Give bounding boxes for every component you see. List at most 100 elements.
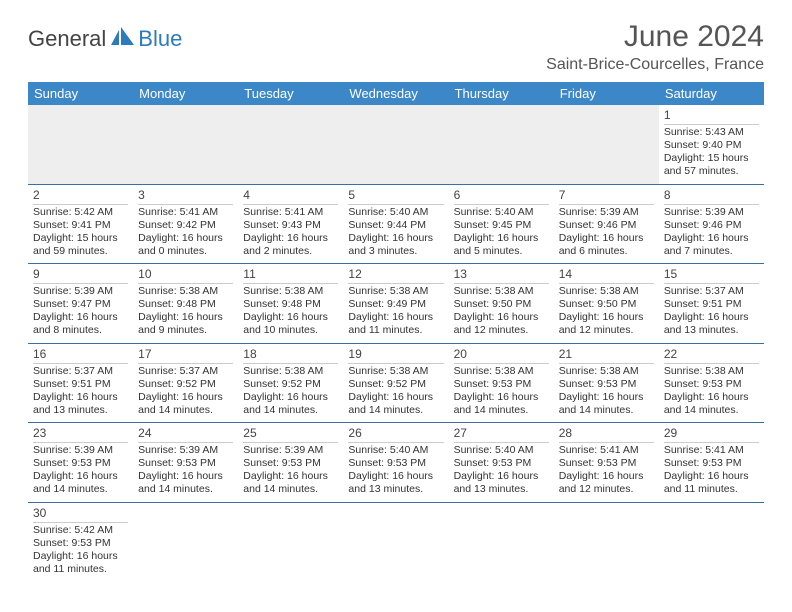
daylight-text: Daylight: 16 hours and 14 minutes. <box>348 391 443 417</box>
month-title: June 2024 <box>546 20 764 54</box>
day-number: 2 <box>33 188 128 205</box>
sunrise-text: Sunrise: 5:40 AM <box>348 206 443 219</box>
day-number: 19 <box>348 347 443 364</box>
daylight-text: Daylight: 15 hours and 59 minutes. <box>33 232 128 258</box>
daylight-text: Daylight: 16 hours and 14 minutes. <box>243 470 338 496</box>
daylight-text: Daylight: 16 hours and 7 minutes. <box>664 232 759 258</box>
sunrise-text: Sunrise: 5:39 AM <box>559 206 654 219</box>
logo: General Blue <box>28 26 182 52</box>
sunrise-text: Sunrise: 5:38 AM <box>243 285 338 298</box>
calendar-day-cell: 19Sunrise: 5:38 AMSunset: 9:52 PMDayligh… <box>343 343 448 423</box>
daylight-text: Daylight: 16 hours and 0 minutes. <box>138 232 233 258</box>
day-number: 7 <box>559 188 654 205</box>
calendar-day-cell: 28Sunrise: 5:41 AMSunset: 9:53 PMDayligh… <box>554 423 659 503</box>
calendar-day-cell <box>449 502 554 581</box>
sunset-text: Sunset: 9:53 PM <box>664 378 759 391</box>
sunrise-text: Sunrise: 5:37 AM <box>33 365 128 378</box>
sunrise-text: Sunrise: 5:40 AM <box>454 444 549 457</box>
daylight-text: Daylight: 16 hours and 11 minutes. <box>33 550 128 576</box>
calendar-week-row: 2Sunrise: 5:42 AMSunset: 9:41 PMDaylight… <box>28 184 764 264</box>
calendar-day-cell: 7Sunrise: 5:39 AMSunset: 9:46 PMDaylight… <box>554 184 659 264</box>
sunset-text: Sunset: 9:46 PM <box>664 219 759 232</box>
sunrise-text: Sunrise: 5:41 AM <box>664 444 759 457</box>
sunrise-text: Sunrise: 5:38 AM <box>454 285 549 298</box>
day-number: 21 <box>559 347 654 364</box>
calendar-day-cell: 3Sunrise: 5:41 AMSunset: 9:42 PMDaylight… <box>133 184 238 264</box>
sunset-text: Sunset: 9:53 PM <box>138 457 233 470</box>
title-block: June 2024 Saint-Brice-Courcelles, France <box>546 20 764 74</box>
sunset-text: Sunset: 9:48 PM <box>243 298 338 311</box>
calendar-week-row: 23Sunrise: 5:39 AMSunset: 9:53 PMDayligh… <box>28 423 764 503</box>
daylight-text: Daylight: 16 hours and 14 minutes. <box>138 470 233 496</box>
calendar-table: Sunday Monday Tuesday Wednesday Thursday… <box>28 82 764 581</box>
day-number: 8 <box>664 188 759 205</box>
calendar-day-cell: 29Sunrise: 5:41 AMSunset: 9:53 PMDayligh… <box>659 423 764 503</box>
calendar-day-cell <box>554 502 659 581</box>
sunset-text: Sunset: 9:53 PM <box>33 537 128 550</box>
calendar-week-row: 30Sunrise: 5:42 AMSunset: 9:53 PMDayligh… <box>28 502 764 581</box>
sunset-text: Sunset: 9:52 PM <box>243 378 338 391</box>
day-number: 29 <box>664 426 759 443</box>
daylight-text: Daylight: 16 hours and 9 minutes. <box>138 311 233 337</box>
calendar-week-row: 9Sunrise: 5:39 AMSunset: 9:47 PMDaylight… <box>28 264 764 344</box>
day-number: 25 <box>243 426 338 443</box>
sunset-text: Sunset: 9:53 PM <box>243 457 338 470</box>
day-number: 24 <box>138 426 233 443</box>
weekday-header-row: Sunday Monday Tuesday Wednesday Thursday… <box>28 82 764 105</box>
calendar-week-row: 1Sunrise: 5:43 AMSunset: 9:40 PMDaylight… <box>28 105 764 184</box>
sunrise-text: Sunrise: 5:37 AM <box>664 285 759 298</box>
daylight-text: Daylight: 16 hours and 11 minutes. <box>348 311 443 337</box>
sunset-text: Sunset: 9:52 PM <box>138 378 233 391</box>
daylight-text: Daylight: 16 hours and 13 minutes. <box>664 311 759 337</box>
day-number: 26 <box>348 426 443 443</box>
sunset-text: Sunset: 9:45 PM <box>454 219 549 232</box>
calendar-day-cell: 15Sunrise: 5:37 AMSunset: 9:51 PMDayligh… <box>659 264 764 344</box>
day-number: 9 <box>33 267 128 284</box>
calendar-week-row: 16Sunrise: 5:37 AMSunset: 9:51 PMDayligh… <box>28 343 764 423</box>
sunrise-text: Sunrise: 5:40 AM <box>348 444 443 457</box>
sunrise-text: Sunrise: 5:42 AM <box>33 206 128 219</box>
sunrise-text: Sunrise: 5:43 AM <box>664 126 759 139</box>
sunset-text: Sunset: 9:41 PM <box>33 219 128 232</box>
sunset-text: Sunset: 9:53 PM <box>33 457 128 470</box>
sunset-text: Sunset: 9:52 PM <box>348 378 443 391</box>
weekday-header: Monday <box>133 82 238 105</box>
sunrise-text: Sunrise: 5:37 AM <box>138 365 233 378</box>
day-number: 1 <box>664 108 759 125</box>
sunset-text: Sunset: 9:53 PM <box>454 457 549 470</box>
daylight-text: Daylight: 16 hours and 13 minutes. <box>454 470 549 496</box>
logo-text-blue: Blue <box>138 26 182 52</box>
sunrise-text: Sunrise: 5:39 AM <box>243 444 338 457</box>
sunrise-text: Sunrise: 5:38 AM <box>454 365 549 378</box>
daylight-text: Daylight: 16 hours and 14 minutes. <box>243 391 338 417</box>
calendar-day-cell: 27Sunrise: 5:40 AMSunset: 9:53 PMDayligh… <box>449 423 554 503</box>
weekday-header: Saturday <box>659 82 764 105</box>
sunrise-text: Sunrise: 5:41 AM <box>559 444 654 457</box>
calendar-day-cell: 8Sunrise: 5:39 AMSunset: 9:46 PMDaylight… <box>659 184 764 264</box>
day-number: 12 <box>348 267 443 284</box>
sunset-text: Sunset: 9:53 PM <box>348 457 443 470</box>
daylight-text: Daylight: 16 hours and 6 minutes. <box>559 232 654 258</box>
calendar-day-cell <box>238 105 343 184</box>
calendar-day-cell: 24Sunrise: 5:39 AMSunset: 9:53 PMDayligh… <box>133 423 238 503</box>
day-number: 30 <box>33 506 128 523</box>
day-number: 13 <box>454 267 549 284</box>
sunrise-text: Sunrise: 5:41 AM <box>138 206 233 219</box>
sunrise-text: Sunrise: 5:38 AM <box>138 285 233 298</box>
header: General Blue June 2024 Saint-Brice-Courc… <box>28 20 764 74</box>
day-number: 15 <box>664 267 759 284</box>
calendar-day-cell: 18Sunrise: 5:38 AMSunset: 9:52 PMDayligh… <box>238 343 343 423</box>
calendar-day-cell: 2Sunrise: 5:42 AMSunset: 9:41 PMDaylight… <box>28 184 133 264</box>
sunrise-text: Sunrise: 5:39 AM <box>33 285 128 298</box>
day-number: 23 <box>33 426 128 443</box>
day-number: 22 <box>664 347 759 364</box>
daylight-text: Daylight: 16 hours and 2 minutes. <box>243 232 338 258</box>
daylight-text: Daylight: 16 hours and 13 minutes. <box>33 391 128 417</box>
calendar-day-cell: 6Sunrise: 5:40 AMSunset: 9:45 PMDaylight… <box>449 184 554 264</box>
daylight-text: Daylight: 16 hours and 10 minutes. <box>243 311 338 337</box>
sunrise-text: Sunrise: 5:41 AM <box>243 206 338 219</box>
calendar-day-cell: 22Sunrise: 5:38 AMSunset: 9:53 PMDayligh… <box>659 343 764 423</box>
weekday-header: Friday <box>554 82 659 105</box>
sunset-text: Sunset: 9:51 PM <box>33 378 128 391</box>
daylight-text: Daylight: 16 hours and 5 minutes. <box>454 232 549 258</box>
